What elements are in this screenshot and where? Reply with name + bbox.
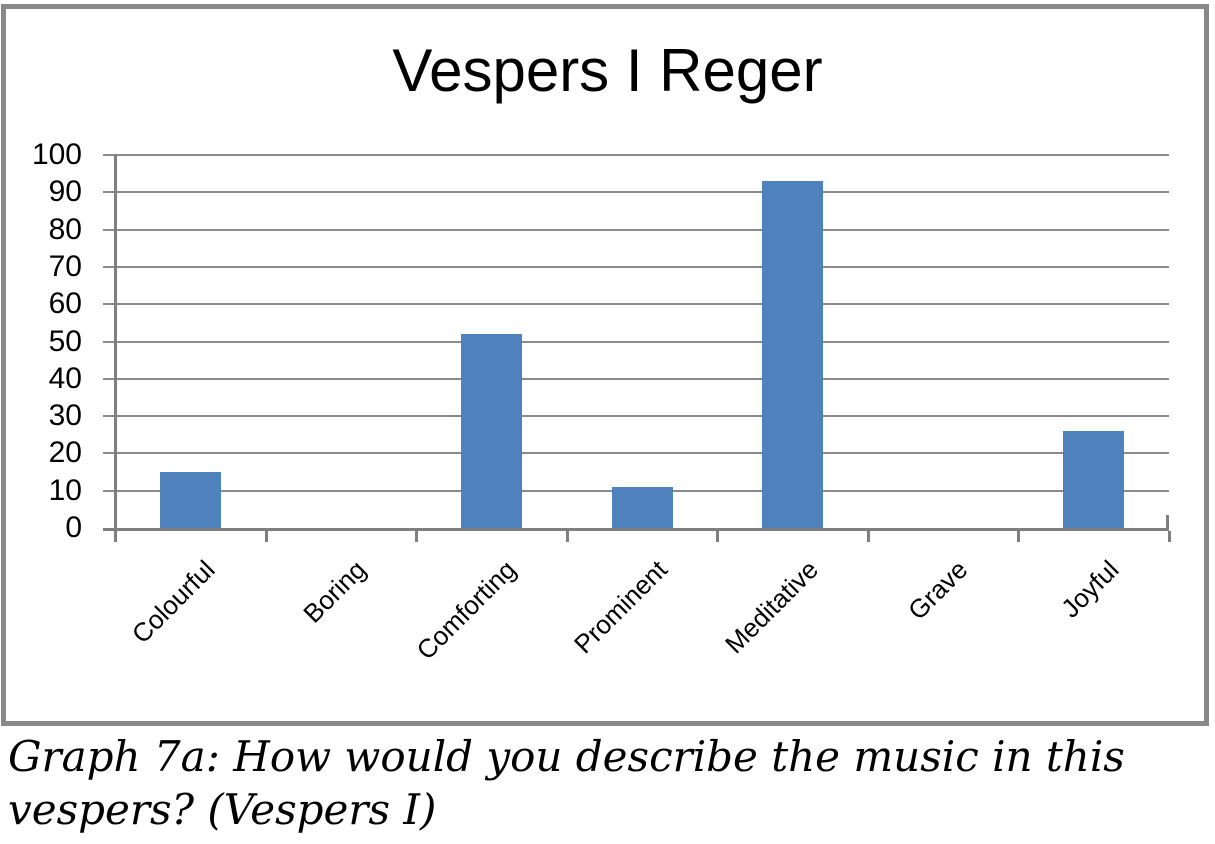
x-axis-label-comforting: Comforting bbox=[410, 554, 522, 666]
y-gridline bbox=[103, 191, 1169, 193]
x-axis-tick bbox=[1168, 531, 1171, 542]
chart-title: Vespers I Reger bbox=[392, 37, 823, 104]
y-axis-label: 10 bbox=[48, 474, 82, 507]
y-axis-label: 70 bbox=[48, 250, 82, 283]
bar-meditative bbox=[762, 181, 823, 528]
y-gridline bbox=[103, 229, 1169, 231]
x-axis-tick bbox=[265, 531, 268, 542]
bar-comforting bbox=[461, 334, 522, 528]
y-gridline bbox=[103, 154, 1169, 156]
y-gridline bbox=[103, 266, 1169, 268]
y-gridline bbox=[103, 303, 1169, 305]
bar-colourful bbox=[160, 472, 221, 528]
x-axis-label-boring: Boring bbox=[297, 554, 372, 629]
y-axis-label: 40 bbox=[48, 362, 82, 395]
y-axis-label: 20 bbox=[48, 436, 82, 469]
bar-prominent bbox=[612, 487, 673, 528]
y-axis-label: 60 bbox=[48, 287, 82, 320]
x-axis-tick bbox=[114, 531, 117, 542]
caption-line-2: vespers? (Vespers I) bbox=[8, 785, 437, 834]
caption-line-1: Graph 7a: How would you describe the mus… bbox=[8, 732, 1125, 781]
x-axis-right-cap bbox=[1166, 515, 1169, 528]
y-axis-label: 90 bbox=[48, 175, 82, 208]
x-axis-label-meditative: Meditative bbox=[718, 554, 824, 660]
x-axis-label-joyful: Joyful bbox=[1055, 554, 1125, 624]
y-gridline bbox=[103, 415, 1169, 417]
y-axis-label: 0 bbox=[65, 511, 82, 544]
x-axis-tick bbox=[1017, 531, 1020, 542]
y-axis-label: 80 bbox=[48, 213, 82, 246]
x-axis-tick bbox=[716, 531, 719, 542]
y-axis-label: 30 bbox=[48, 399, 82, 432]
bar-joyful bbox=[1063, 431, 1124, 528]
figure-caption: Graph 7a: How would you describe the mus… bbox=[8, 730, 1125, 836]
x-axis-tick bbox=[415, 531, 418, 542]
x-axis-label-prominent: Prominent bbox=[567, 554, 673, 660]
y-axis-label: 50 bbox=[48, 325, 82, 358]
x-axis-line bbox=[103, 528, 1169, 531]
x-axis-label-grave: Grave bbox=[902, 554, 974, 626]
y-gridline bbox=[103, 341, 1169, 343]
y-gridline bbox=[103, 452, 1169, 454]
x-axis-tick bbox=[867, 531, 870, 542]
chart-frame bbox=[1, 4, 1209, 726]
y-gridline bbox=[103, 378, 1169, 380]
y-axis-label: 100 bbox=[31, 138, 82, 171]
x-axis-tick bbox=[566, 531, 569, 542]
y-axis-line bbox=[114, 155, 117, 531]
x-axis-label-colourful: Colourful bbox=[125, 554, 221, 650]
